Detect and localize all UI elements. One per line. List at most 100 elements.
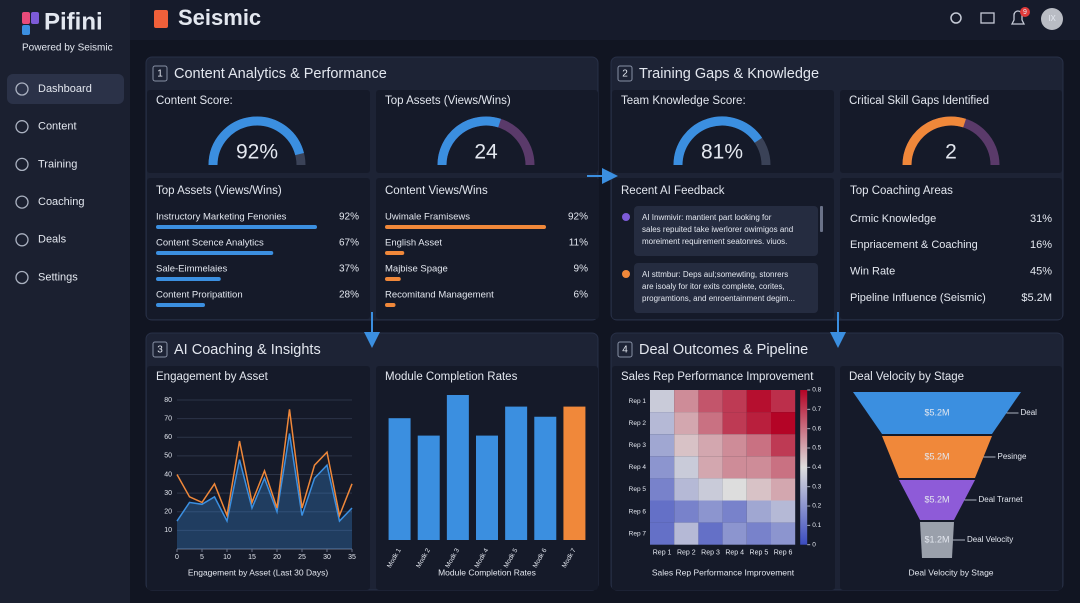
list-item-value: 28% [339,290,359,301]
heat-cell [674,390,699,413]
x-tick-label: Rep 1 [653,550,672,557]
heat-cell [698,478,723,501]
heat-cell [722,522,747,545]
nav-item[interactable]: Settings [38,271,78,283]
chart-title: Sales Rep Performance Improvement [621,371,814,383]
message-icon [622,270,630,278]
y-tick-label: 10 [164,527,172,534]
heat-cell [650,434,675,457]
logo-icon [154,10,168,28]
y-tick-label: Rep 3 [629,442,647,449]
bar [388,418,411,540]
list-bar [385,303,396,307]
heat-cell [722,456,747,479]
colorbar-tick-label: 0.5 [812,445,821,452]
heat-cell [746,390,771,413]
colorbar-tick-label: 0 [812,541,816,548]
heat-cell [771,412,796,435]
heat-cell [674,434,699,457]
coaching-title: Top Coaching Areas [850,185,953,197]
list-bar [385,277,401,281]
x-tick-label: 20 [273,554,281,561]
gauge-label: Team Knowledge Score: [621,95,746,107]
nav-icon [15,233,29,247]
message-icon [622,213,630,221]
bar [534,416,557,540]
card [147,366,370,590]
heat-cell [746,412,771,435]
list-item-value: 6% [574,290,589,301]
nav-icon [15,120,29,134]
y-tick-label: 30 [164,490,172,497]
funnel-stage-name: Deal Velocity [967,535,1013,544]
message-line: moreiment requirement seatonres. viuos. [642,237,787,246]
heat-cell [650,456,675,479]
list-item-name: Content Proripatition [156,290,243,301]
nav-item[interactable]: Training [38,158,77,170]
nav-icon [15,270,29,285]
panel-number-box [617,65,633,82]
heat-cell [698,500,723,523]
x-tick-label: Rep 6 [774,550,793,557]
header-logo: Seismic [178,5,261,30]
message-box [634,206,818,256]
search-icon[interactable] [950,12,962,24]
list-item-name: Uwimale Framisews [385,212,470,223]
card [376,178,599,319]
x-tick-label: 30 [323,554,331,561]
feedback-title: Recent AI Feedback [621,185,725,197]
list-item-value: 67% [339,238,359,249]
nav-icon [15,82,29,96]
list-bar [156,303,205,307]
list-bar [156,225,317,229]
funnel-stage-name: Deal Trarnet [979,495,1024,504]
bar [446,395,469,540]
list-item-value: 92% [339,212,359,223]
panel-title: AI Coaching & Insights [174,342,321,358]
y-tick-label: 40 [164,471,172,478]
heat-cell [650,390,675,413]
colorbar-tick-label: 0.2 [812,503,821,510]
avatar[interactable] [1041,8,1063,30]
y-tick-label: Rep 4 [629,464,647,471]
bar [505,406,528,540]
heat-cell [674,412,699,435]
line [176,433,353,524]
panel-number-box [152,65,168,82]
badge [1020,7,1030,17]
coaching-item-name: Enpriacement & Coaching [850,239,978,251]
list-item-name: Majbise Spage [385,264,448,275]
list-item-name: English Asset [385,238,442,249]
list-bar [385,251,405,255]
panel-title: Deal Outcomes & Pipeline [639,342,808,358]
y-tick-label: 70 [164,415,172,422]
message-line: programtions, and enroentainment degim..… [642,294,795,303]
card [612,90,834,173]
heat-cell [650,412,675,435]
y-tick-label: 60 [164,434,172,441]
bar [417,435,440,540]
list-item-name: Content Scence Analytics [156,238,264,249]
notification-count: 9 [1023,9,1027,16]
nav-item[interactable]: Content [38,121,77,133]
x-axis-label: Sales Rep Performance Improvement [652,567,795,577]
list-item-value: 11% [569,238,588,249]
colorbar-tick-label: 0.3 [812,483,821,490]
message-box [634,263,818,313]
heat-cell [746,456,771,479]
coaching-item-value: 45% [1030,266,1052,278]
bell-icon[interactable] [1010,10,1026,25]
colorbar-tick-label: 0.7 [812,406,821,413]
y-tick-label: 20 [164,509,172,516]
panel-title: Training Gaps & Knowledge [639,66,819,82]
gauge-arc [673,116,763,166]
message-line: sales repuited take iwerlorer owimigos a… [642,225,793,234]
nav-item[interactable]: Dashboard [38,83,92,95]
heat-cell [771,390,796,413]
nav-icon [15,157,29,172]
nav-item[interactable]: Deals [38,234,67,246]
funnel-value: $5.2M [924,451,949,461]
nav-item[interactable]: Coaching [38,196,84,208]
grid-icon[interactable] [980,12,995,24]
heat-cell [771,500,796,523]
